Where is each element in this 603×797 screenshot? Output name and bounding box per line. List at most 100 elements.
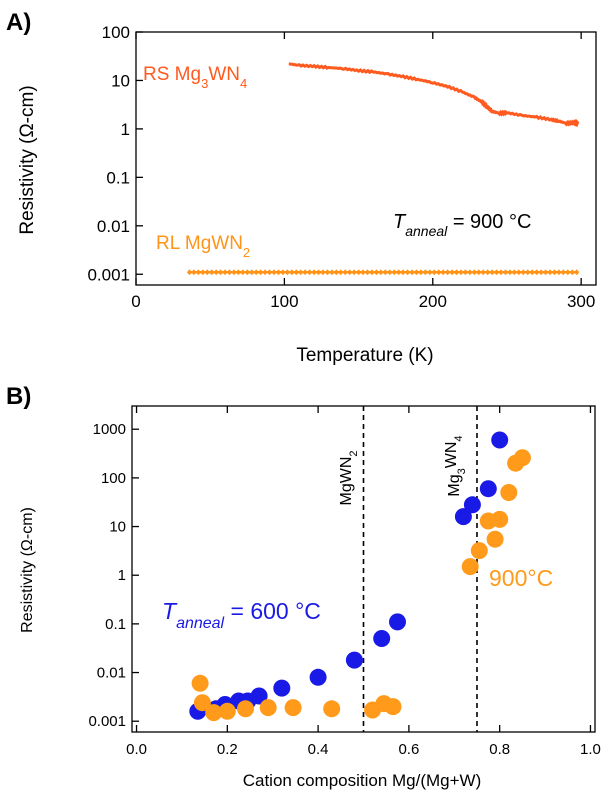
panel-b-series bbox=[189, 431, 531, 722]
panel-a-rl-marker bbox=[338, 269, 344, 276]
panel-a-y-tick-label: 1 bbox=[121, 120, 130, 139]
panel-b-point-600 bbox=[309, 668, 327, 686]
panel-b-600-t: T bbox=[162, 598, 178, 624]
panel-a-rl-marker bbox=[494, 269, 500, 276]
panel-a-x-axis-label: Temperature (K) bbox=[296, 345, 433, 366]
panel-b-y-axis-label: Resistivity (Ω-cm) bbox=[19, 507, 36, 633]
panel-a-rl-marker bbox=[209, 269, 215, 276]
panel-b-point-600 bbox=[389, 613, 406, 631]
panel-b-y-tick-label: 0.001 bbox=[88, 713, 126, 730]
panel-b-point-600 bbox=[454, 508, 472, 526]
panel-b-point-600 bbox=[463, 496, 481, 514]
panel-a-rl-marker bbox=[364, 269, 370, 276]
panel-b-mgwn2-sub: 2 bbox=[348, 450, 360, 456]
panel-b-x-tick-label: 0.2 bbox=[217, 741, 238, 758]
panel-b-mg3wn4-mid: WN bbox=[443, 442, 460, 469]
panel-a-rl-marker bbox=[454, 269, 460, 276]
panel-a-rl-marker bbox=[333, 269, 339, 276]
panel-a-rl-marker bbox=[511, 269, 517, 276]
panel-a-frame bbox=[135, 31, 597, 286]
panel-a-rl-marker bbox=[347, 269, 353, 276]
panel-a-rl-marker bbox=[436, 269, 442, 276]
panel-b-y-tick-label: 10 bbox=[109, 519, 126, 536]
panel-a-rl-marker bbox=[186, 269, 192, 276]
panel-b-x-tick-label: 0.8 bbox=[489, 741, 510, 758]
panel-a-rl-marker bbox=[418, 269, 424, 276]
panel-b-point-600 bbox=[479, 480, 497, 498]
panel-a-rl-marker bbox=[213, 269, 219, 276]
panel-a-rs-label-main: RS Mg bbox=[143, 64, 201, 85]
panel-b-x-ticks: 0.0 0.2 0.4 0.6 0.8 1.0 bbox=[126, 406, 601, 758]
panel-a-rl-marker bbox=[507, 269, 513, 276]
panel-b-point-900 bbox=[237, 700, 254, 718]
panel-a-rl-marker bbox=[320, 269, 326, 276]
panel-a-letter: A) bbox=[6, 9, 31, 36]
panel-b-point-900 bbox=[205, 704, 223, 722]
panel-b-y-tick-label: 0.1 bbox=[105, 616, 126, 633]
panel-b-x-tick-label: 0.6 bbox=[398, 741, 419, 758]
panel-a-series-rl-label: RL MgWN2 bbox=[156, 233, 250, 260]
panel-a-rl-marker bbox=[409, 269, 415, 276]
panel-b-point-900 bbox=[470, 542, 488, 560]
panel-b-point-900 bbox=[491, 510, 509, 528]
panel-a-rl-marker bbox=[427, 269, 433, 276]
panel-a-rl-marker bbox=[574, 269, 580, 276]
panel-a-rl-marker bbox=[356, 269, 362, 276]
panel-b-point-900 bbox=[193, 694, 211, 712]
panel-b-900-annotation: 900°C bbox=[489, 565, 553, 591]
panel-a-rl-marker bbox=[440, 269, 446, 276]
panel-a-x-tick-label: 0 bbox=[131, 292, 140, 311]
panel-a-series bbox=[186, 62, 580, 276]
panel-b-mg3wn4-main: Mg bbox=[446, 474, 463, 496]
panel-b-point-900 bbox=[191, 674, 209, 692]
panel-a-rl-marker bbox=[396, 269, 402, 276]
panel-a-rl-marker bbox=[226, 269, 232, 276]
panel-a-rl-marker bbox=[280, 269, 286, 276]
panel-b-point-600 bbox=[491, 431, 509, 449]
panel-a-rl-marker bbox=[289, 269, 295, 276]
panel-a-rl-marker bbox=[467, 269, 473, 276]
panel-a-rl-marker bbox=[405, 269, 411, 276]
panel-a-rl-marker bbox=[298, 269, 304, 276]
panel-a-rl-marker bbox=[543, 269, 549, 276]
panel-a-anneal-rest: = 900 °C bbox=[447, 211, 531, 233]
panel-b-600-sub: anneal bbox=[176, 615, 224, 632]
panel-a-rl-marker bbox=[502, 269, 508, 276]
panel-a-anneal-sub: anneal bbox=[405, 223, 448, 239]
panel-b-y-tick-label: 1 bbox=[118, 567, 126, 584]
panel-a-y-ticks: 0.001 0.01 0.1 1 10 100 bbox=[87, 23, 143, 284]
panel-a-rl-marker bbox=[244, 269, 250, 276]
panel-b-point-900 bbox=[461, 558, 479, 576]
panel-b-point-900 bbox=[284, 699, 302, 717]
panel-a-rl-marker bbox=[413, 269, 419, 276]
panel-a-rl-marker bbox=[378, 269, 384, 276]
panel-b-point-900 bbox=[259, 699, 277, 717]
panel-a-rl-marker bbox=[431, 269, 437, 276]
panel-a-rl-marker bbox=[267, 269, 273, 276]
panel-b-mg3wn4-sub2: 4 bbox=[453, 435, 465, 441]
panel-a-x-tick-label: 100 bbox=[270, 292, 298, 311]
panel-a-rl-marker bbox=[231, 269, 237, 276]
panel-b-mgwn2-main: MgWN bbox=[338, 457, 355, 506]
panel-a-rl-marker bbox=[307, 269, 313, 276]
panel-b-600-annotation: Tanneal = 600 °C bbox=[162, 598, 321, 632]
panel-a-rl-marker bbox=[516, 269, 522, 276]
panel-a-y-tick-label: 10 bbox=[111, 71, 130, 90]
panel-a-rl-marker bbox=[480, 269, 486, 276]
panel-a-rl-marker bbox=[525, 269, 531, 276]
panel-a-rl-marker bbox=[240, 269, 246, 276]
panel-b-mgwn2-label: MgWN2 bbox=[338, 450, 360, 505]
panel-b-mg3wn4-sub: 3 bbox=[456, 468, 468, 474]
panel-a-rl-marker bbox=[529, 269, 535, 276]
panel-b-y-tick-label: 100 bbox=[101, 470, 126, 487]
panel-b-point-900 bbox=[384, 698, 402, 716]
panel-a-rl-marker bbox=[449, 269, 455, 276]
panel-b-y-tick-label: 1000 bbox=[93, 421, 126, 438]
panel-a-rl-marker bbox=[471, 269, 477, 276]
panel-a-rl-marker bbox=[329, 269, 335, 276]
panel-a-rl-marker bbox=[565, 269, 571, 276]
panel-a-y-tick-label: 0.1 bbox=[106, 168, 130, 187]
panel-a-rs-label-sub2: 4 bbox=[240, 76, 247, 91]
panel-a-x-ticks: 0 100 200 300 bbox=[131, 32, 595, 311]
